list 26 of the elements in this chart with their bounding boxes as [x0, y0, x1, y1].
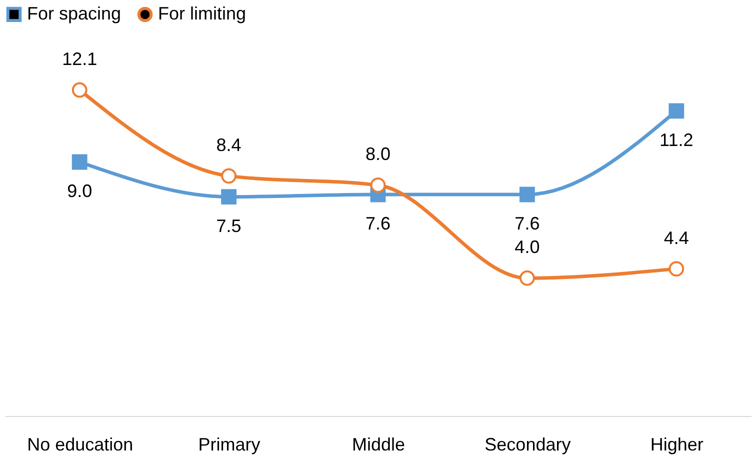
data-label: 12.1	[62, 49, 98, 69]
point	[519, 270, 535, 286]
data-label: 7.5	[216, 216, 242, 236]
x-tick-label: No education	[27, 434, 134, 454]
point	[668, 103, 684, 119]
x-tick-label: Primary	[198, 434, 260, 454]
data-label: 8.0	[365, 144, 391, 164]
point	[221, 168, 237, 184]
data-label: 4.0	[514, 237, 540, 258]
data-label: 7.6	[365, 214, 391, 234]
data-label: 7.6	[514, 214, 540, 234]
legend-label: For limiting	[158, 3, 246, 24]
data-label: 8.4	[216, 134, 242, 155]
data-label: 9.0	[67, 180, 92, 201]
point	[370, 178, 386, 193]
point	[519, 186, 535, 202]
point	[72, 154, 88, 170]
x-tick-label: Higher	[650, 434, 704, 454]
x-tick-label: Middle	[352, 434, 406, 454]
point	[221, 189, 237, 205]
data-label: 11.2	[660, 130, 694, 150]
point	[668, 261, 684, 277]
data-label: 4.4	[664, 228, 689, 248]
point	[72, 82, 88, 98]
x-tick-label: Secondary	[484, 434, 571, 454]
legend-label: For spacing	[27, 3, 122, 24]
